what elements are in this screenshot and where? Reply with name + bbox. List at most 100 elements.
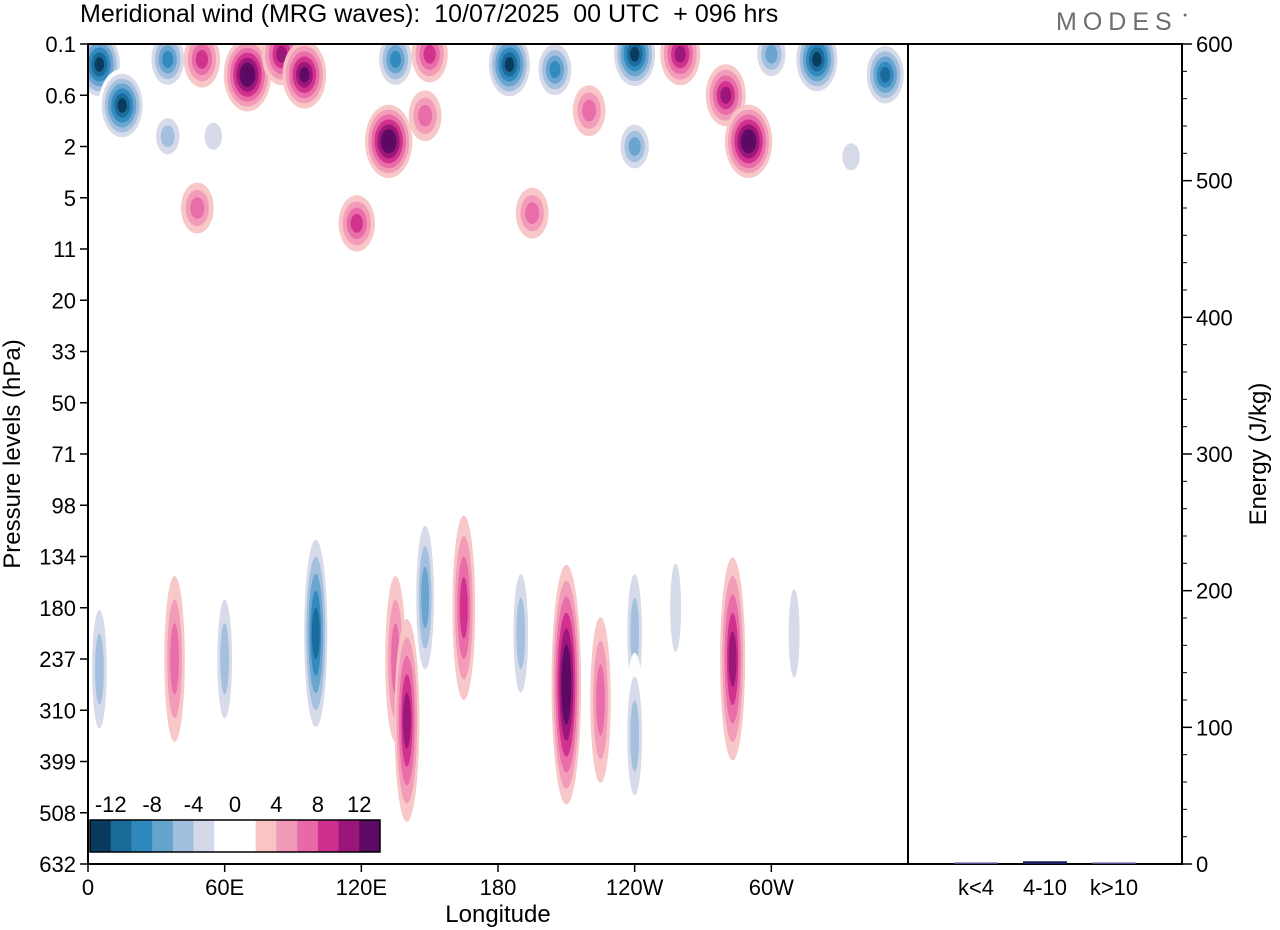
heatmap-contour-band — [630, 597, 640, 669]
heatmap-contour-band — [160, 125, 175, 148]
y-tick-label: 0.1 — [45, 32, 76, 57]
colorbar-swatch — [193, 820, 215, 852]
colorbar-tick-label: 0 — [229, 792, 241, 817]
heatmap-feature — [785, 559, 804, 708]
colorbar-swatch — [110, 820, 132, 852]
energy-bar — [954, 862, 998, 864]
heatmap-contour-band — [350, 213, 363, 233]
heatmap-contour-band — [630, 700, 640, 772]
colorbar-tick-label: 8 — [312, 792, 324, 817]
heatmap-contour-band — [402, 692, 411, 749]
y-tick-label: 5 — [64, 186, 76, 211]
heatmap-feature — [753, 44, 790, 83]
heatmap-feature — [375, 44, 416, 91]
heatmap-contour-band — [190, 197, 205, 219]
heatmap-contour-band — [383, 134, 394, 149]
y-tick-label: 20 — [52, 288, 76, 313]
colorbar-swatch — [172, 820, 195, 852]
heatmap-feature — [793, 44, 841, 97]
heatmap-feature — [720, 557, 746, 761]
heatmap-contour-band — [504, 57, 515, 72]
energy-bars — [954, 861, 1136, 864]
colorbar-tick-label: -12 — [95, 792, 127, 817]
heatmap-feature — [282, 44, 327, 109]
y-tick-label: 632 — [39, 852, 76, 877]
heatmap-contour-band — [117, 98, 127, 113]
heatmap-contour-band — [670, 563, 682, 653]
heatmap-feature — [510, 550, 532, 717]
heatmap-feature — [572, 85, 606, 136]
energy-category-label: k<4 — [958, 875, 994, 900]
heatmap-contour-band — [220, 623, 230, 695]
heatmap-background — [88, 44, 908, 864]
heatmap-feature — [151, 110, 185, 162]
y-tick-label: 11 — [53, 237, 76, 262]
y-axis-label: Pressure levels (hPa) — [0, 339, 26, 568]
heatmap-feature — [223, 44, 272, 112]
heatmap-contour-band — [311, 607, 320, 659]
colorbar-swatch — [235, 820, 257, 852]
energy-tick-label: 100 — [1196, 715, 1233, 740]
heatmap-contour-band — [94, 57, 105, 72]
heatmap-feature — [624, 652, 645, 819]
heatmap-contour-band — [674, 45, 686, 63]
heatmap-feature — [551, 564, 582, 805]
y-tick-label: 71 — [52, 442, 76, 467]
heatmap-contours — [88, 44, 908, 822]
heatmap-contour-band — [162, 50, 174, 68]
heatmap-contour-band — [242, 67, 253, 83]
heatmap-contour-band — [582, 99, 597, 122]
heatmap-contour-band — [94, 633, 104, 705]
heatmap-feature — [364, 104, 413, 179]
colorbar-swatch — [338, 820, 360, 852]
heatmap-contour-band — [418, 104, 433, 127]
x-tick-label: 120E — [336, 875, 387, 900]
y-tick-label: 310 — [39, 698, 76, 723]
heatmap-contour-band — [788, 589, 800, 678]
energy-y-axis: 0 100 200 300 400 500 600 — [1182, 32, 1233, 877]
colorbar-tick-label: -8 — [142, 792, 162, 817]
heatmap-contour-band — [549, 61, 561, 79]
heatmap-contour-band — [195, 49, 208, 69]
heatmap-y-axis: 0.1 0.6 2 5 11 20 33 50 71 98 134 180 237 310 399 508 63… — [39, 32, 88, 877]
colorbar-swatch — [317, 820, 340, 852]
heatmap-feature — [863, 44, 908, 109]
colorbar-frame — [89, 819, 381, 853]
heatmap-feature — [485, 44, 534, 102]
x-tick-label: 0 — [82, 875, 94, 900]
heatmap-contour-band — [812, 52, 822, 67]
heatmap-feature — [89, 586, 110, 753]
energy-tick-label: 600 — [1196, 32, 1233, 57]
heatmap-feature — [413, 505, 437, 690]
colorbar-swatch — [255, 820, 277, 852]
heatmap-feature — [408, 90, 442, 142]
heatmap-feature — [394, 619, 420, 822]
heatmap-feature — [98, 68, 146, 143]
heatmap-contour-band — [562, 660, 571, 709]
x-tick-label: 180 — [480, 875, 517, 900]
energy-tick-label: 300 — [1196, 442, 1233, 467]
heatmap-contour-band — [390, 50, 401, 68]
heatmap-feature — [183, 44, 221, 88]
y-tick-label: 50 — [52, 391, 76, 416]
heatmap-contour-band — [459, 577, 468, 639]
heatmap-feature — [452, 515, 476, 700]
heatmap-feature — [214, 575, 235, 743]
heatmap-feature — [338, 195, 375, 252]
heatmap-contour-band — [204, 122, 223, 150]
heatmap-feature — [660, 44, 701, 86]
energy-tick-label: 200 — [1196, 579, 1233, 604]
energy-bar — [1023, 861, 1067, 864]
colorbar-swatch — [359, 820, 381, 852]
y-tick-label: 134 — [39, 545, 76, 570]
colorbar: -12 -8 -4 0 4 8 12 — [89, 792, 381, 853]
y-tick-label: 0.6 — [45, 83, 76, 108]
heatmap-feature — [198, 113, 228, 159]
y-tick-label: 508 — [39, 801, 76, 826]
heatmap-contour-band — [525, 202, 540, 224]
logo-registered-mark: ● — [1183, 12, 1188, 19]
x-tick-label: 60W — [749, 875, 794, 900]
heatmap-feature — [610, 44, 659, 91]
heatmap-plot: -12 -8 -4 0 4 8 12 0 60E 120E 180 120W 60W 0.1 0.6 2 5… — [0, 32, 909, 928]
